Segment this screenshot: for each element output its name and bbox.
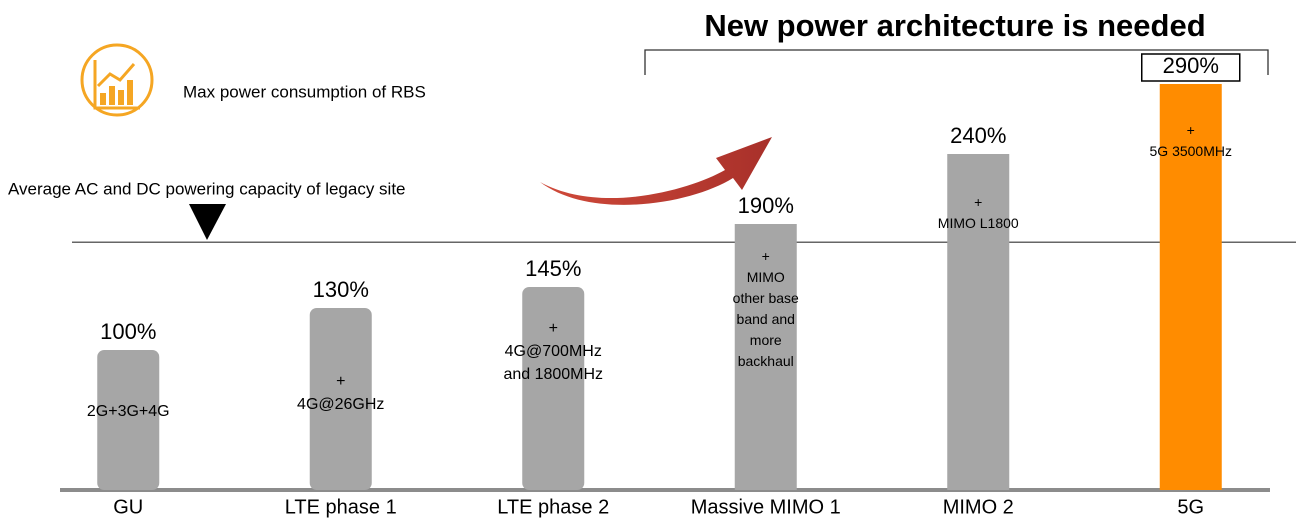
bar [947,154,1010,490]
x-tick-label: Massive MIMO 1 [691,496,841,518]
value-label: 100% [100,319,156,344]
bar [97,350,160,490]
value-label: 240% [950,123,1006,148]
threshold-marker [189,204,226,240]
x-tick-label: LTE phase 1 [285,496,397,518]
legend-text: Max power consumption of RBS [183,82,426,101]
bar [1159,84,1222,490]
bar-note: + 4G@700MHz and 1800MHz [503,320,604,383]
bar-note: + 4G@26GHz [297,373,385,413]
chart-title: New power architecture is needed [704,8,1205,43]
trend-arrow [540,137,772,205]
x-tick-label: MIMO 2 [943,496,1014,518]
bar-note: + MIMO L1800 [937,194,1019,231]
bar-note: + MIMO other base band and more backhaul [732,248,799,369]
bar-note: 2G+3G+4G [86,403,170,420]
x-tick-label: 5G [1177,496,1204,518]
bar [522,287,585,490]
x-tick-label: LTE phase 2 [497,496,609,518]
legend-icon [80,43,154,117]
bar [734,224,797,490]
value-label: 190% [738,193,794,218]
value-label: 145% [525,256,581,281]
bar-note: + 5G 3500MHz [1149,122,1232,159]
threshold-label: Average AC and DC powering capacity of l… [8,179,406,198]
bar [309,308,372,490]
x-tick-label: GU [113,496,143,518]
value-label: 130% [313,277,369,302]
value-box [1141,53,1241,82]
value-label: 290% [1163,53,1219,78]
title-bracket [644,49,1269,75]
